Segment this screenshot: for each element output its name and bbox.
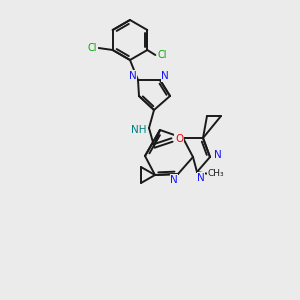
Text: O: O	[175, 134, 183, 144]
Text: Cl: Cl	[88, 43, 98, 53]
Text: N: N	[214, 150, 222, 160]
Text: CH₃: CH₃	[208, 169, 224, 178]
Text: N: N	[170, 175, 178, 185]
Text: N: N	[197, 173, 205, 183]
Text: Cl: Cl	[158, 50, 167, 60]
Text: NH: NH	[131, 125, 147, 135]
Text: N: N	[161, 71, 169, 81]
Text: N: N	[129, 71, 137, 81]
